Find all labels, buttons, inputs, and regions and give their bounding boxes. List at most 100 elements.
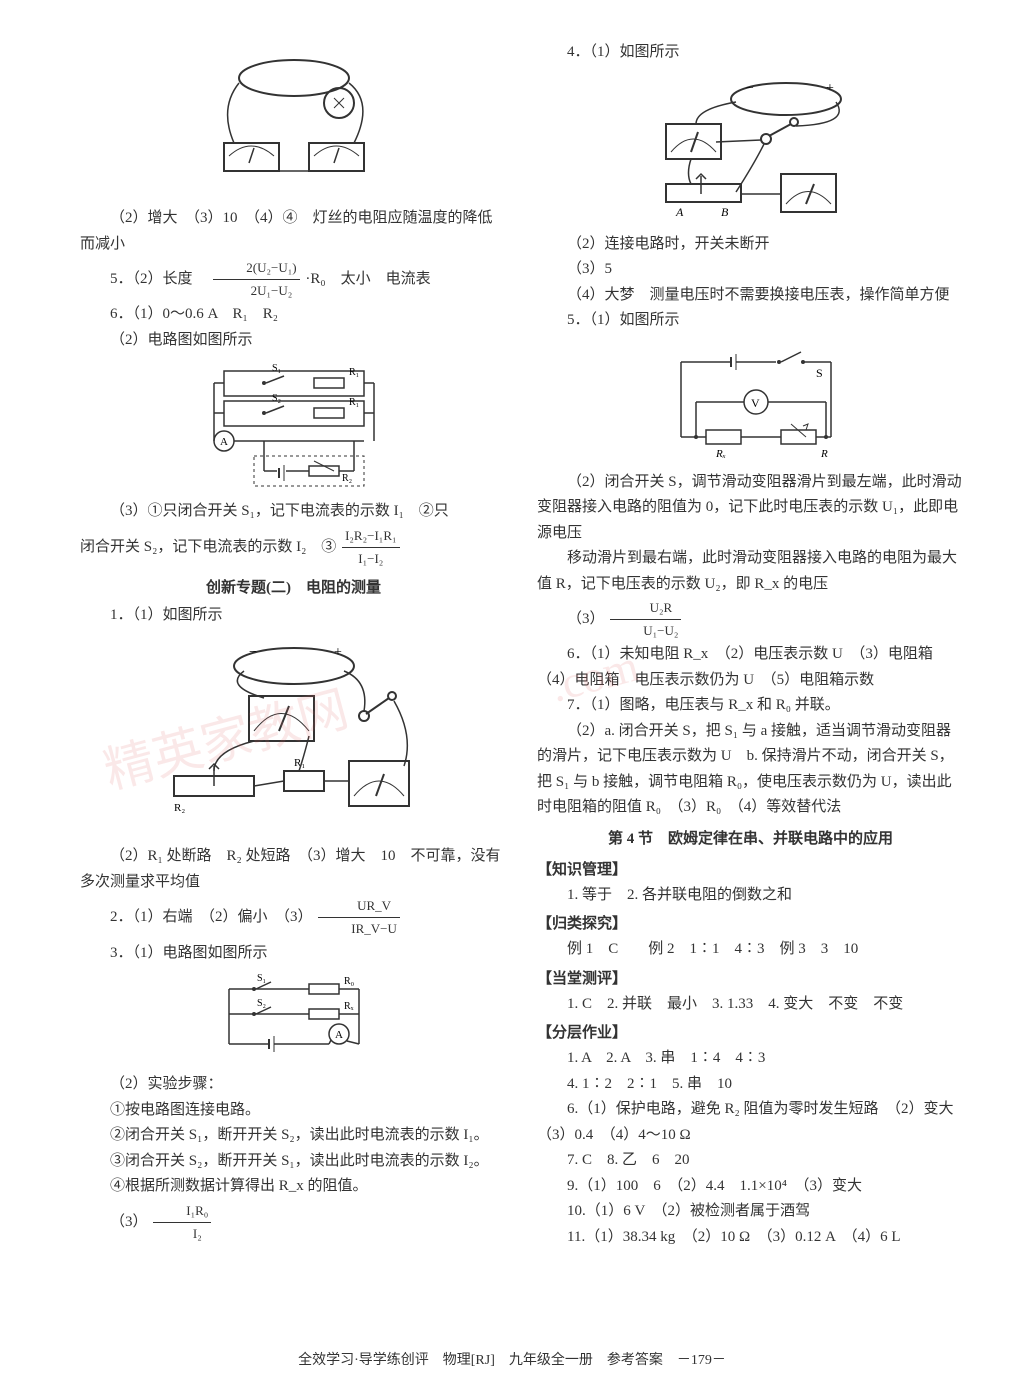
svg-text:A: A — [220, 436, 228, 448]
svg-text:−: − — [746, 81, 754, 96]
numerator: I₂R₂−I₁R₁ — [342, 525, 399, 548]
bracket-heading: 【分层作业】 — [537, 1021, 964, 1042]
denominator: I₁−I₂ — [342, 548, 399, 570]
page-footer: 全效学习·导学练创评 物理[RJ] 九年级全一册 参考答案 －179－ — [0, 1349, 1024, 1369]
bracket-heading: 【当堂测评】 — [537, 967, 964, 988]
circuit-schematic-icon: S Rₓ R V — [651, 342, 851, 462]
denominator: U₁−U₂ — [610, 620, 681, 642]
answer-text: 例 1 C 例 2 1∶1 4∶3 例 3 3 10 — [537, 937, 964, 963]
section-heading: 创新专题(二) 电阻的测量 — [80, 576, 507, 597]
svg-text:S₁: S₁ — [257, 974, 266, 984]
svg-text:+: + — [334, 645, 342, 660]
fraction: UR_V IR_V−U — [318, 895, 400, 940]
circuit-schematic-icon: R₀ S₁ Rₓ S₂ A — [209, 974, 379, 1064]
svg-text:A: A — [335, 1029, 343, 1041]
svg-text:R₂: R₂ — [342, 473, 352, 484]
svg-text:B: B — [721, 205, 729, 219]
answer-text: （2）a. 闭合开关 S，把 S₁ 与 a 接触，适当调节滑动变阻器的滑片，记下… — [537, 719, 964, 821]
svg-text:+: + — [826, 81, 834, 96]
bracket-heading: 【归类探究】 — [537, 912, 964, 933]
text-prefix: 2．（1）右端 （2）偏小 （3） — [110, 909, 313, 925]
answer-text: 5．（2）长度 2(U₂−U₁) 2U₁−U₂ ·R₀ 太小 电流表 — [80, 257, 507, 302]
fraction: I₁R₀ I₂ — [153, 1200, 211, 1245]
answer-text: 2．（1）右端 （2）偏小 （3） UR_V IR_V−U — [80, 895, 507, 940]
section-heading: 第 4 节 欧姆定律在串、并联电路中的应用 — [537, 827, 964, 848]
fraction: I₂R₂−I₁R₁ I₁−I₂ — [342, 525, 399, 570]
circuit-diagram-icon — [179, 48, 409, 198]
answer-text: （4）大梦 测量电压时不需要换接电压表，操作简单方便 — [537, 283, 964, 309]
answer-text: 1. 等于 2. 各并联电阻的倒数之和 — [537, 883, 964, 909]
circuit-diagram-icon: − + R₂ R₁ — [154, 636, 434, 836]
answer-text: 6．（1）未知电阻 R_x （2）电压表示数 U （3）电阻箱 （4）电阻箱 电… — [537, 642, 964, 693]
text-prefix: （3） — [110, 1214, 148, 1230]
answer-text: （2）连接电路时，开关未断开 — [537, 232, 964, 258]
answer-text: 6.（1）保护电路，避免 R₂ 阻值为零时发生短路 （2）变大 （3）0.4 （… — [537, 1097, 964, 1148]
answer-text: （2）闭合开关 S，调节滑动变阻器滑片到最左端，此时滑动变阻器接入电路的阻值为 … — [537, 470, 964, 547]
svg-text:S₁: S₁ — [272, 363, 281, 374]
answer-text: 1. C 2. 并联 最小 3. 1.33 4. 变大 不变 不变 — [537, 992, 964, 1018]
answer-text: 7．（1）图略，电压表与 R_x 和 R₀ 并联。 — [537, 693, 964, 719]
denominator: 2U₁−U₂ — [213, 280, 299, 302]
answer-text: ③闭合开关 S₂，断开开关 S₁，读出此时电流表的示数 I₂。 — [80, 1149, 507, 1175]
svg-text:Rₓ: Rₓ — [715, 448, 726, 460]
answer-text: ①按电路图连接电路。 — [80, 1098, 507, 1124]
answer-text: （2）增大 （3）10 （4）④ 灯丝的电阻应随温度的降低而减小 — [80, 206, 507, 257]
svg-text:−: − — [249, 645, 257, 660]
text-prefix: 闭合开关 S₂，记下电流表的示数 I₂ ③ — [80, 539, 336, 555]
svg-text:R₁: R₁ — [349, 367, 359, 378]
figure-circuit-3: − + R₂ R₁ — [80, 636, 507, 836]
figure-circuit-5: − + A B — [537, 74, 964, 224]
text-suffix: ·R₀ 太小 电流表 — [305, 271, 430, 287]
answer-text: 3．（1）电路图如图所示 — [80, 941, 507, 967]
page-container: （2）增大 （3）10 （4）④ 灯丝的电阻应随温度的降低而减小 5．（2）长度… — [80, 40, 964, 1354]
answer-text: （3）①只闭合开关 S₁，记下电流表的示数 I₁ ②只 — [80, 499, 507, 525]
text-prefix: （3） — [567, 611, 605, 627]
figure-circuit-6: S Rₓ R V — [537, 342, 964, 462]
numerator: U₂R — [610, 597, 681, 620]
answer-text: 6．（1）0～0.6 A R₁ R₂ — [80, 302, 507, 328]
answer-text: 1. A 2. A 3. 串 1∶4 4∶3 — [537, 1046, 964, 1072]
answer-text: 5．（1）如图所示 — [537, 308, 964, 334]
answer-text: （2）实验步骤： — [80, 1072, 507, 1098]
right-column: 4．（1）如图所示 − + A B — [537, 40, 964, 1354]
answer-text: （2）电路图如图所示 — [80, 328, 507, 354]
answer-text: ②闭合开关 S₁，断开开关 S₂，读出此时电流表的示数 I₁。 — [80, 1123, 507, 1149]
answer-text: 1．（1）如图所示 — [80, 603, 507, 629]
circuit-schematic-icon: S₁ R₁ S₂ R₁ A — [194, 361, 394, 491]
answer-text: （3） U₂R U₁−U₂ — [537, 597, 964, 642]
answer-text: 闭合开关 S₂，记下电流表的示数 I₂ ③ I₂R₂−I₁R₁ I₁−I₂ — [80, 525, 507, 570]
answer-text: （2）R₁ 处断路 R₂ 处短路 （3）增大 10 不可靠，没有多次测量求平均值 — [80, 844, 507, 895]
svg-text:S: S — [816, 366, 823, 380]
svg-text:R₁: R₁ — [349, 397, 359, 408]
svg-text:R₀: R₀ — [344, 976, 355, 987]
numerator: UR_V — [318, 895, 400, 918]
answer-text: ④根据所测数据计算得出 R_x 的阻值。 — [80, 1174, 507, 1200]
figure-circuit-2: S₁ R₁ S₂ R₁ A — [80, 361, 507, 491]
figure-circuit-1 — [80, 48, 507, 198]
svg-text:R: R — [820, 448, 828, 460]
fraction: U₂R U₁−U₂ — [610, 597, 681, 642]
answer-text: （3）5 — [537, 257, 964, 283]
denominator: IR_V−U — [318, 918, 400, 940]
svg-text:S₂: S₂ — [257, 998, 266, 1009]
answer-text: 4．（1）如图所示 — [537, 40, 964, 66]
answer-text: 7. C 8. 乙 6 20 — [537, 1148, 964, 1174]
numerator: 2(U₂−U₁) — [213, 257, 299, 280]
answer-text: 9.（1）100 6 （2）4.4 1.1×10⁴ （3）变大 — [537, 1174, 964, 1200]
answer-text: 移动滑片到最右端，此时滑动变阻器接入电路的电阻为最大值 R，记下电压表的示数 U… — [537, 546, 964, 597]
answer-text: 10.（1）6 V （2）被检测者属于酒驾 — [537, 1199, 964, 1225]
text-prefix: 5．（2）长度 — [110, 271, 208, 287]
circuit-diagram-icon: − + A B — [636, 74, 866, 224]
answer-text: 4. 1∶2 2∶1 5. 串 10 — [537, 1072, 964, 1098]
svg-text:R₂: R₂ — [174, 802, 185, 814]
bracket-heading: 【知识管理】 — [537, 858, 964, 879]
figure-circuit-4: R₀ S₁ Rₓ S₂ A — [80, 974, 507, 1064]
denominator: I₂ — [153, 1223, 211, 1245]
answer-text: 11.（1）38.34 kg （2）10 Ω （3）0.12 A （4）6 L — [537, 1225, 964, 1251]
svg-text:S₂: S₂ — [272, 393, 281, 404]
answer-text: （3） I₁R₀ I₂ — [80, 1200, 507, 1245]
svg-text:V: V — [751, 396, 760, 410]
svg-text:A: A — [675, 205, 684, 219]
footer-text: 全效学习·导学练创评 物理[RJ] 九年级全一册 参考答案 －179－ — [298, 1353, 726, 1368]
left-column: （2）增大 （3）10 （4）④ 灯丝的电阻应随温度的降低而减小 5．（2）长度… — [80, 40, 507, 1354]
